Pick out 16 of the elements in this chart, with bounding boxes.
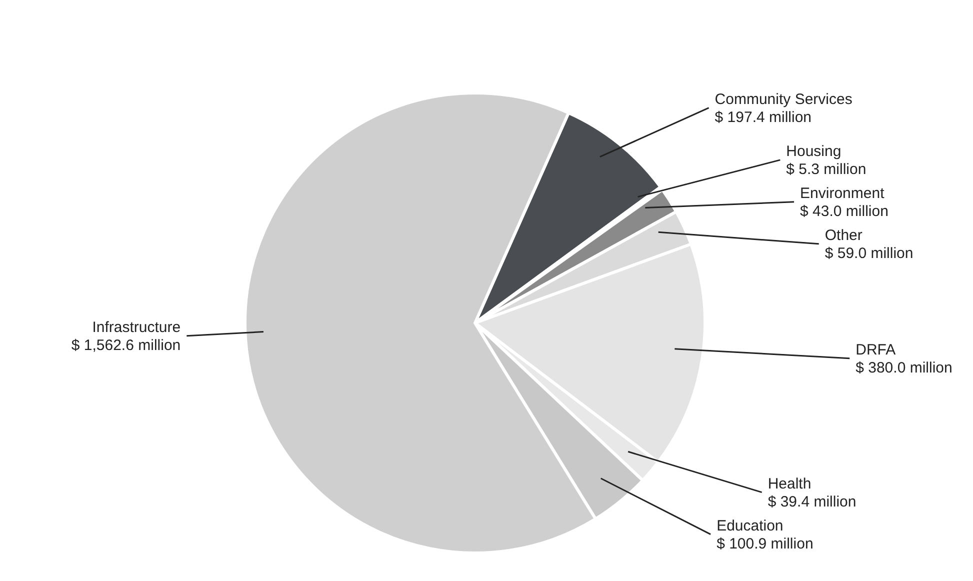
- slice-label: Infrastructure: [92, 318, 181, 336]
- data-label: $ 5.3 million: [786, 160, 866, 178]
- slice-label: Other: [824, 226, 862, 244]
- data-label: $ 197.4 million: [714, 108, 812, 126]
- slice-label: Housing: [786, 142, 842, 160]
- data-label: $ 100.9 million: [716, 535, 814, 552]
- slice-label: Environment: [800, 184, 886, 202]
- data-label: $ 380.0 million: [856, 359, 952, 376]
- slice-label: Community Services: [714, 90, 852, 108]
- slice-label: DRFA: [856, 341, 896, 358]
- data-label: $ 39.4 million: [768, 493, 856, 510]
- data-label: $ 59.0 million: [824, 244, 914, 262]
- slice-label: Education: [716, 517, 784, 534]
- data-label: $ 1,562.6 million: [71, 336, 181, 354]
- data-label: $ 43.0 million: [800, 202, 888, 220]
- slice-label: Health: [768, 475, 812, 492]
